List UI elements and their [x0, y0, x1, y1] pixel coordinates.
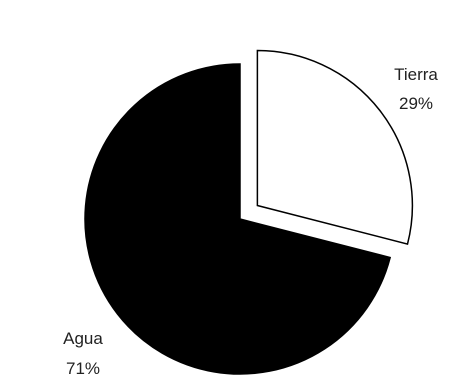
- slices-layer: [84, 49, 414, 375]
- slice-label-tierra-name: Tierra: [394, 65, 438, 84]
- slice-label-tierra-value: 29%: [399, 94, 433, 113]
- pie-slice-agua: [84, 63, 392, 375]
- slice-label-agua-name: Agua: [63, 329, 103, 348]
- pie-slice-tierra: [256, 49, 414, 245]
- slice-label-agua-value: 71%: [66, 359, 100, 378]
